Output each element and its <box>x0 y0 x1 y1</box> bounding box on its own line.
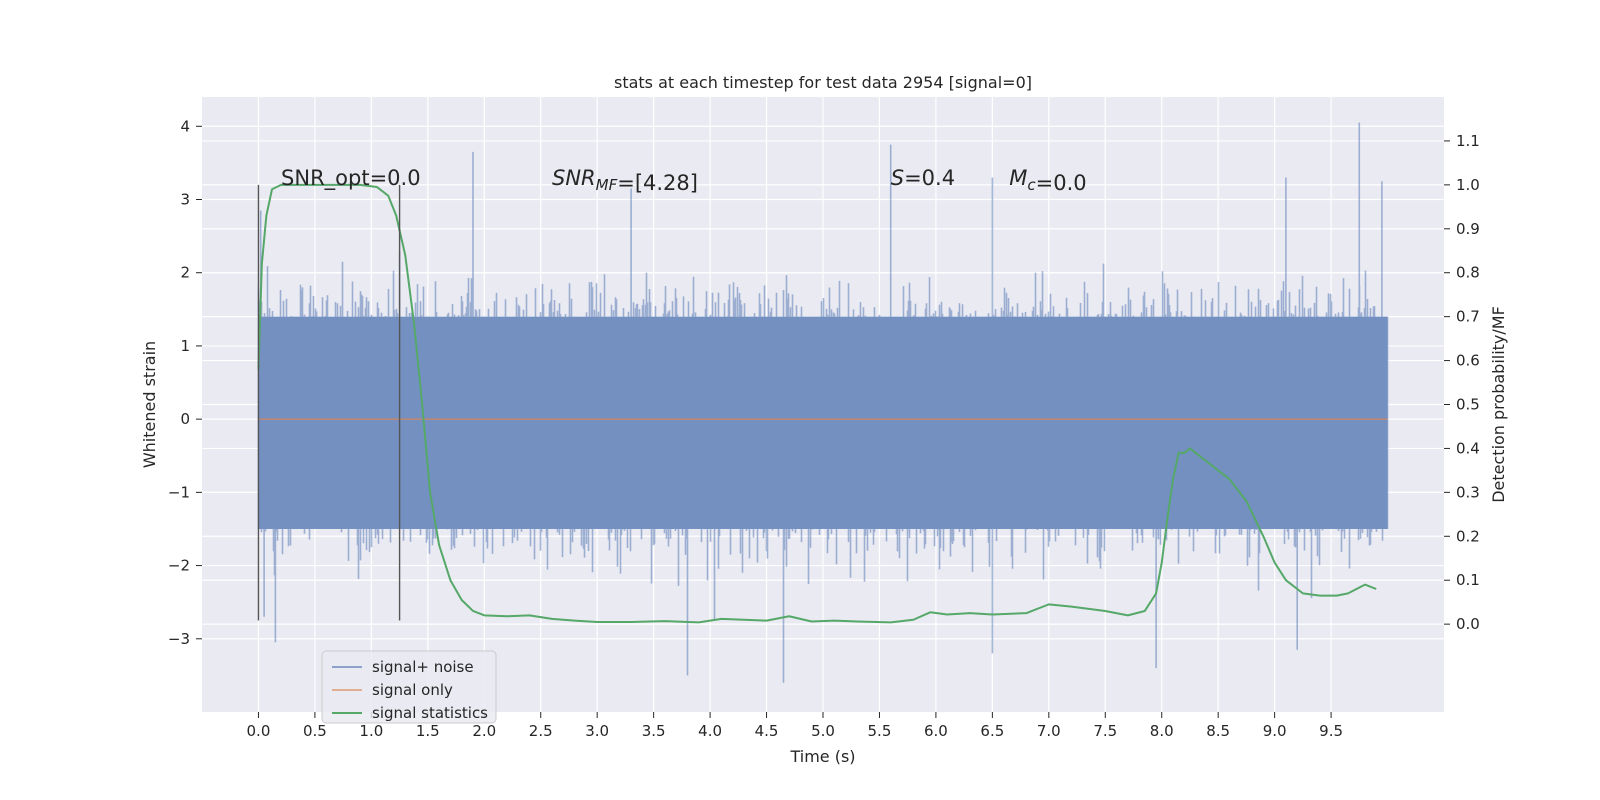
x-tick-label: 3.5 <box>642 722 666 740</box>
y2-tick-label: 0.0 <box>1456 615 1480 633</box>
x-tick-label: 4.5 <box>755 722 779 740</box>
x-tick-label: 2.5 <box>529 722 553 740</box>
y2-tick-label: 0.2 <box>1456 527 1480 545</box>
y-tick-label: −3 <box>168 630 190 648</box>
x-tick-label: 5.5 <box>868 722 892 740</box>
x-tick-label: 7.0 <box>1037 722 1061 740</box>
y2-tick-label: 0.1 <box>1456 571 1480 589</box>
y-tick-label: 1 <box>180 337 190 355</box>
x-tick-label: 8.0 <box>1150 722 1174 740</box>
y2-tick-label: 0.7 <box>1456 308 1480 326</box>
y2-tick-label: 1.1 <box>1456 132 1480 150</box>
x-tick-label: 1.0 <box>359 722 383 740</box>
y2-tick-label: 0.8 <box>1456 264 1480 282</box>
y-tick-label: −1 <box>168 483 190 501</box>
x-tick-label: 0.0 <box>247 722 271 740</box>
legend-entry: signal only <box>372 681 453 699</box>
y2-tick-label: 0.6 <box>1456 352 1480 370</box>
x-tick-label: 4.0 <box>698 722 722 740</box>
y-axis-label: Whitened strain <box>140 341 159 468</box>
x-axis-label: Time (s) <box>789 747 855 766</box>
y-tick-label: 0 <box>180 410 190 428</box>
x-tick-label: 9.5 <box>1319 722 1343 740</box>
x-tick-label: 1.5 <box>416 722 440 740</box>
legend-box <box>321 650 497 724</box>
x-tick-label: 7.5 <box>1093 722 1117 740</box>
x-tick-label: 9.0 <box>1263 722 1287 740</box>
stat-annotation: SNRMF=[4.28] <box>552 166 698 195</box>
y2-tick-label: 1.0 <box>1456 176 1480 194</box>
chart-title: stats at each timestep for test data 295… <box>614 73 1032 92</box>
y2-tick-label: 0.5 <box>1456 396 1480 414</box>
y2-axis-label: Detection probability/MF <box>1489 306 1508 503</box>
x-tick-label: 3.0 <box>585 722 609 740</box>
x-tick-label: 5.0 <box>811 722 835 740</box>
x-tick-label: 2.0 <box>472 722 496 740</box>
y2-tick-label: 0.4 <box>1456 439 1480 457</box>
stat-annotation: Mc=0.0 <box>1009 166 1086 195</box>
x-tick-label: 8.5 <box>1206 722 1230 740</box>
x-tick-label: 6.0 <box>924 722 948 740</box>
x-tick-label: 6.5 <box>980 722 1004 740</box>
y-tick-label: 2 <box>180 264 190 282</box>
legend-entry: signal+ noise <box>372 658 474 676</box>
y2-tick-label: 0.9 <box>1456 220 1480 238</box>
legend-entry: signal statistics <box>372 704 488 722</box>
y-tick-label: 4 <box>180 117 190 135</box>
y-tick-label: −2 <box>168 557 190 575</box>
x-tick-label: 0.5 <box>303 722 327 740</box>
stat-annotation: S=0.4 <box>891 166 955 190</box>
y-tick-label: 3 <box>180 191 190 209</box>
y2-tick-label: 0.3 <box>1456 483 1480 501</box>
stat-annotation: SNR_opt=0.0 <box>281 166 421 191</box>
signal-statistics-series <box>257 183 1377 624</box>
